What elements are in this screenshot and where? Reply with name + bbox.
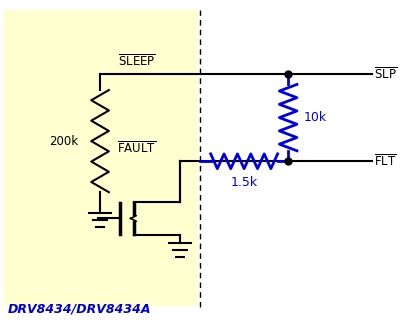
Text: $\overline{\mathsf{SLEEP}}$: $\overline{\mathsf{SLEEP}}$ xyxy=(118,53,156,69)
FancyBboxPatch shape xyxy=(4,10,198,306)
Text: DRV8434/DRV8434A: DRV8434/DRV8434A xyxy=(8,303,152,316)
Text: 10k: 10k xyxy=(304,111,327,124)
Text: 200k: 200k xyxy=(50,135,79,148)
Text: $\overline{\mathsf{FAULT}}$: $\overline{\mathsf{FAULT}}$ xyxy=(117,141,156,156)
Text: $\overline{\mathsf{FLT}}$: $\overline{\mathsf{FLT}}$ xyxy=(374,154,397,169)
Text: $\overline{\mathsf{SLP}}$: $\overline{\mathsf{SLP}}$ xyxy=(374,66,397,82)
Text: 1.5k: 1.5k xyxy=(231,176,258,190)
